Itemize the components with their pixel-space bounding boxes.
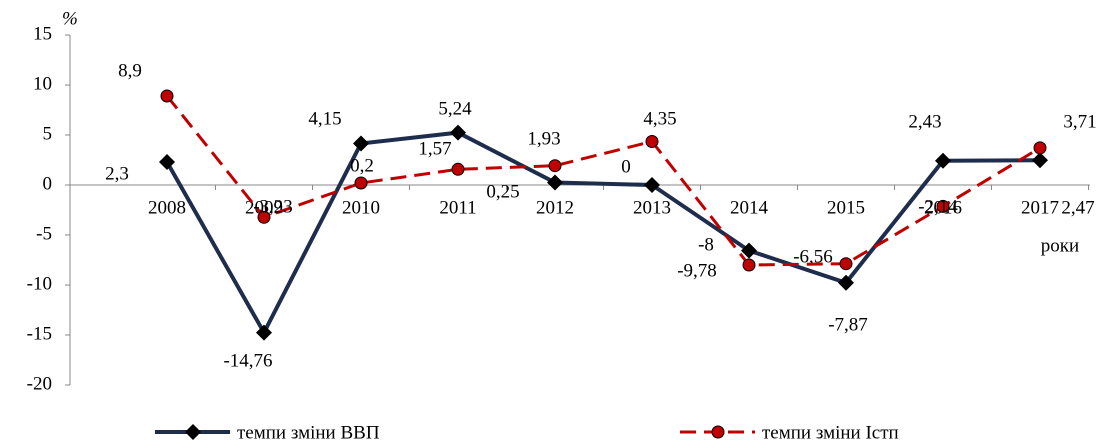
data-label: -9,78 (677, 260, 717, 281)
legend-label: темпи зміни ВВП (237, 422, 380, 443)
y-tick-label: -5 (36, 223, 52, 244)
data-label: 8,9 (118, 60, 142, 81)
data-label: 4,35 (643, 108, 676, 129)
data-label: -8 (698, 234, 714, 255)
marker (160, 89, 174, 103)
marker (548, 159, 562, 173)
data-label: -2,14 (918, 196, 958, 217)
data-label: 3,71 (1063, 111, 1096, 132)
y-tick-label: 5 (43, 123, 53, 144)
marker (354, 176, 368, 190)
x-tick-label: 2011 (439, 197, 476, 218)
y-tick-label: -10 (27, 273, 52, 294)
x-tick-label: 2010 (342, 197, 380, 218)
data-label: 0 (621, 156, 631, 177)
marker (935, 152, 951, 169)
marker (742, 258, 756, 272)
data-label: 1,93 (527, 128, 560, 149)
marker (741, 242, 757, 259)
data-label: -6,56 (793, 246, 833, 267)
data-label: -3,23 (253, 196, 293, 217)
data-label: 4,15 (308, 108, 341, 129)
marker (353, 135, 369, 152)
x-tick-label: 2017 (1021, 197, 1059, 218)
series-line (165, 95, 1041, 267)
marker (547, 174, 563, 191)
marker (936, 199, 950, 213)
data-label: 2,47 (1061, 197, 1094, 218)
x-tick-label: 2013 (633, 197, 671, 218)
data-label: 2,3 (105, 163, 129, 184)
x-tick-label: 2012 (536, 197, 574, 218)
series-line (165, 130, 1041, 337)
y-tick-label: -15 (27, 323, 52, 344)
data-label: -14,76 (223, 350, 272, 371)
marker (644, 177, 660, 193)
marker (451, 162, 465, 176)
marker (1033, 141, 1047, 155)
marker (256, 324, 272, 341)
legend-marker (711, 425, 725, 439)
data-label: 2,43 (908, 111, 941, 132)
legend-marker (185, 424, 201, 440)
x-tick-label: 2015 (827, 197, 865, 218)
data-label: 0,25 (486, 181, 519, 202)
y-tick-label: -20 (27, 373, 52, 394)
marker (450, 124, 466, 141)
y-axis-unit: % (62, 8, 78, 29)
marker (645, 135, 659, 148)
marker (159, 154, 175, 170)
x-tick-label: 2014 (730, 197, 769, 218)
y-tick-label: 15 (33, 23, 52, 44)
data-label: 1,57 (418, 138, 451, 159)
y-tick-label: 0 (43, 173, 53, 194)
data-label: 5,24 (438, 98, 472, 119)
marker (1032, 152, 1048, 169)
data-label: 0,2 (350, 155, 374, 176)
marker (839, 257, 853, 271)
data-label: -7,87 (828, 314, 868, 335)
x-tick-label: 2008 (148, 197, 186, 218)
x-tick-label: 2009 (245, 197, 283, 218)
x-axis-label: роки (1041, 235, 1079, 256)
legend-label: темпи зміни Iстп (762, 422, 899, 443)
marker (838, 274, 854, 291)
y-tick-label: 10 (33, 73, 52, 94)
marker (257, 210, 271, 224)
